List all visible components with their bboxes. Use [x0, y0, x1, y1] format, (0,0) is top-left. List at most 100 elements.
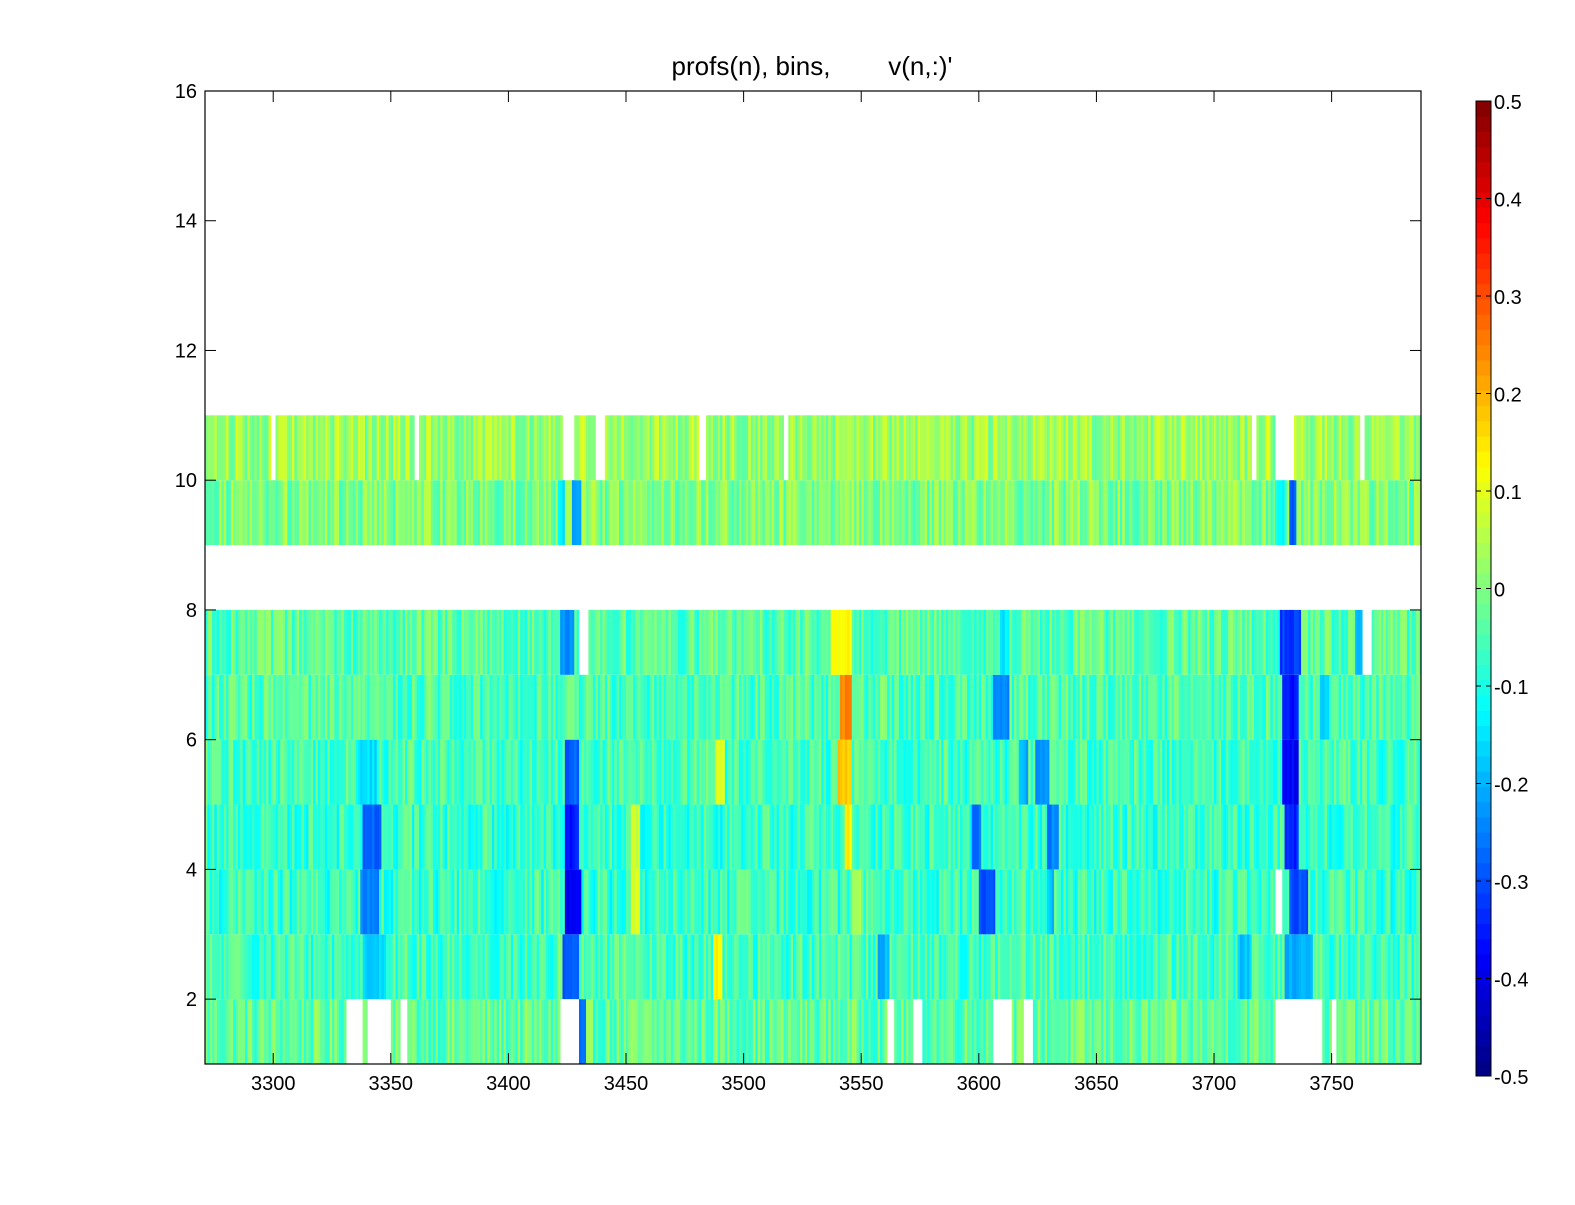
- heatmap-cell: [221, 869, 225, 935]
- heatmap-cell: [350, 739, 354, 805]
- heatmap-cell: [633, 999, 636, 1064]
- heatmap-cell: [988, 934, 991, 1000]
- heatmap-cell: [569, 739, 573, 805]
- heatmap-cell: [207, 480, 211, 546]
- heatmap-cell: [1014, 609, 1017, 675]
- heatmap-cell: [1199, 674, 1203, 740]
- heatmap-cell: [1235, 480, 1238, 546]
- heatmap-cell: [790, 804, 794, 870]
- heatmap-cell: [618, 609, 622, 675]
- heatmap-cell: [583, 415, 587, 481]
- heatmap-cell: [414, 739, 418, 805]
- heatmap-cell: [633, 804, 636, 870]
- heatmap-cell: [1244, 415, 1248, 481]
- heatmap-cell: [687, 869, 690, 935]
- heatmap-cell: [346, 804, 349, 870]
- heatmap-cell: [376, 869, 380, 935]
- heatmap-cell: [346, 934, 349, 1000]
- heatmap-cell: [433, 934, 436, 1000]
- heatmap-cell: [1063, 934, 1067, 1000]
- heatmap-cell: [1244, 480, 1248, 546]
- heatmap-cell: [691, 415, 695, 481]
- heatmap-cell: [548, 739, 552, 805]
- heatmap-cell: [1065, 415, 1069, 481]
- heatmap-cell: [1291, 869, 1295, 935]
- heatmap-cell: [1350, 674, 1354, 740]
- heatmap-cell: [1279, 480, 1283, 546]
- heatmap-cell: [1051, 415, 1055, 481]
- heatmap-cell: [1087, 415, 1090, 481]
- heatmap-cell: [960, 804, 963, 870]
- heatmap-cell: [668, 999, 672, 1064]
- heatmap-cell: [1228, 739, 1231, 805]
- heatmap-cell: [1345, 934, 1349, 1000]
- heatmap-cell: [661, 804, 664, 870]
- heatmap-cell: [1256, 739, 1260, 805]
- heatmap-cell: [451, 804, 455, 870]
- heatmap-cell: [992, 739, 996, 805]
- heatmap-cell: [1063, 739, 1067, 805]
- heatmap-cell: [397, 674, 401, 740]
- heatmap-cell: [1148, 804, 1151, 870]
- heatmap-cell: [546, 869, 549, 935]
- heatmap-cell: [616, 934, 620, 1000]
- heatmap-cell: [666, 674, 669, 740]
- heatmap-cell: [1141, 739, 1144, 805]
- heatmap-cell: [1301, 674, 1304, 740]
- heatmap-cell: [722, 804, 726, 870]
- heatmap-cell: [510, 480, 514, 546]
- heatmap-cell: [670, 739, 674, 805]
- heatmap-cell: [689, 480, 693, 546]
- heatmap-cell: [1007, 415, 1010, 481]
- heatmap-cell: [760, 869, 763, 935]
- heatmap-cell: [332, 674, 335, 740]
- heatmap-cell: [449, 674, 453, 740]
- heatmap-cell: [1185, 415, 1189, 481]
- heatmap-cell: [1345, 674, 1349, 740]
- heatmap-cell: [1293, 739, 1297, 805]
- heatmap-cell: [1148, 739, 1151, 805]
- heatmap-cell: [800, 869, 803, 935]
- heatmap-cell: [273, 739, 276, 805]
- heatmap-cell: [807, 674, 810, 740]
- heatmap-cell: [1079, 609, 1083, 675]
- heatmap-cell: [440, 480, 443, 546]
- heatmap-cell: [673, 934, 676, 1000]
- heatmap-cell: [362, 480, 366, 546]
- heatmap-cell: [865, 999, 869, 1064]
- colorbar-segment: [1476, 481, 1491, 498]
- heatmap-cell: [858, 804, 862, 870]
- heatmap-cell: [1087, 934, 1090, 1000]
- heatmap-cell: [487, 869, 490, 935]
- heatmap-cell: [1381, 999, 1384, 1064]
- heatmap-cell: [941, 934, 944, 1000]
- heatmap-cell: [974, 934, 977, 1000]
- heatmap-cell: [997, 739, 1001, 805]
- heatmap-cell: [962, 804, 966, 870]
- heatmap-cell: [329, 999, 333, 1064]
- heatmap-cell: [710, 869, 714, 935]
- heatmap-cell: [322, 804, 326, 870]
- heatmap-cell: [830, 480, 834, 546]
- heatmap-cell: [1166, 480, 1170, 546]
- heatmap-cell: [1251, 804, 1255, 870]
- colorbar-segment: [1476, 847, 1491, 864]
- heatmap-cell: [720, 739, 723, 805]
- heatmap-cell: [602, 869, 606, 935]
- heatmap-cell: [950, 999, 954, 1064]
- heatmap-cell: [473, 804, 476, 870]
- heatmap-cell: [863, 804, 867, 870]
- heatmap-cell: [757, 934, 761, 1000]
- heatmap-cell: [691, 674, 695, 740]
- heatmap-cell: [800, 415, 803, 481]
- heatmap-cell: [310, 480, 314, 546]
- heatmap-cell: [226, 804, 229, 870]
- heatmap-cell: [1014, 869, 1017, 935]
- heatmap-cell: [621, 415, 625, 481]
- heatmap-cell: [1115, 934, 1118, 1000]
- heatmap-cell: [623, 869, 627, 935]
- heatmap-cell: [1145, 869, 1149, 935]
- heatmap-cell: [461, 739, 465, 805]
- heatmap-cell: [407, 934, 410, 1000]
- heatmap-cell: [818, 869, 822, 935]
